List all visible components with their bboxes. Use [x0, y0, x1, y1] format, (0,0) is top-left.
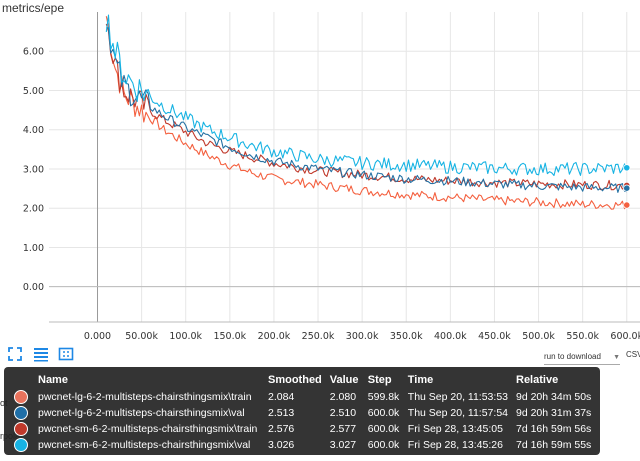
row-smoothed: 2.513	[268, 407, 295, 419]
y-tick-label: 2.00	[23, 204, 44, 215]
chart-title: metrics/epe	[2, 1, 65, 15]
x-tick-label: 300.0k	[346, 331, 379, 342]
row-step: 599.8k	[367, 391, 400, 403]
series-line	[105, 23, 628, 191]
line-chart[interactable]: 0.00 1.00 2.00 3.00 4.00 5.00 6.00 0.000 50.00k 1…	[0, 0, 640, 345]
header-name: Name	[38, 374, 68, 386]
row-time: Fri Sep 28, 13:45:26	[407, 439, 503, 451]
series-color-swatch	[14, 390, 28, 404]
row-time: Thu Sep 20, 11:57:54	[407, 407, 508, 419]
x-tick-label: 500.0k	[522, 331, 555, 342]
row-smoothed: 3.026	[268, 439, 295, 451]
header-value: Value	[329, 374, 359, 386]
x-tick-label: 450.0k	[478, 331, 511, 342]
row-name: pwcnet-lg-6-2-multisteps-chairsthingsmix…	[38, 391, 252, 403]
run-download-label: run to download	[544, 352, 601, 361]
chart-tooltip: Name Smoothed Value Step Time Relative p…	[4, 367, 600, 455]
series-endpoint	[623, 184, 631, 192]
row-smoothed: 2.576	[268, 423, 295, 435]
row-name: pwcnet-sm-6-2-multisteps-chairsthingsmix…	[38, 439, 251, 451]
tooltip-row: pwcnet-lg-6-2-multisteps-chairsthingsmix…	[10, 405, 595, 421]
chart-series	[105, 14, 628, 210]
chart-endpoints	[623, 164, 631, 209]
row-value: 3.027	[329, 439, 357, 451]
row-relative: 7d 16h 59m 56s	[516, 423, 592, 435]
row-name: pwcnet-lg-6-2-multisteps-chairsthingsmix…	[38, 407, 245, 419]
row-time: Thu Sep 20, 11:53:53	[407, 391, 508, 403]
x-tick-label: 550.0k	[566, 331, 599, 342]
header-step: Step	[367, 374, 392, 386]
series-color-swatch	[14, 406, 28, 420]
row-step: 600.0k	[367, 407, 400, 419]
y-tick-label: 5.00	[23, 86, 44, 97]
series-line	[105, 16, 628, 210]
row-name: pwcnet-sm-6-2-multisteps-chairsthingsmix…	[38, 423, 258, 435]
header-smoothed: Smoothed	[268, 374, 322, 386]
tooltip-table: Name Smoothed Value Step Time Relative p…	[10, 372, 595, 453]
tooltip-row: pwcnet-sm-6-2-multisteps-chairsthingsmix…	[10, 437, 595, 453]
row-value: 2.577	[329, 423, 357, 435]
row-value: 2.510	[329, 407, 357, 419]
occluded-text-fragment: ot	[0, 398, 8, 408]
row-step: 600.0k	[367, 439, 400, 451]
chevron-down-icon: ▼	[613, 354, 620, 361]
row-relative: 7d 16h 59m 55s	[516, 439, 592, 451]
csv-link[interactable]: CSV	[626, 350, 640, 359]
fullscreen-icon[interactable]	[6, 345, 24, 363]
x-tick-label: 250.0k	[302, 331, 335, 342]
row-step: 600.0k	[367, 423, 400, 435]
x-tick-label: 350.0k	[390, 331, 423, 342]
series-color-swatch	[14, 438, 28, 452]
y-tick-label: 6.00	[23, 47, 44, 58]
series-endpoint	[623, 201, 631, 209]
row-time: Fri Sep 28, 13:45:05	[407, 423, 503, 435]
menu-lines-icon[interactable]	[32, 345, 50, 363]
tooltip-row: pwcnet-lg-6-2-multisteps-chairsthingsmix…	[10, 389, 595, 405]
x-tick-label: 0.000	[84, 331, 111, 342]
series-endpoint	[623, 164, 631, 172]
fit-domain-icon[interactable]	[57, 345, 75, 363]
run-download-select[interactable]: run to download ▼	[544, 352, 620, 365]
tooltip-row: pwcnet-sm-6-2-multisteps-chairsthingsmix…	[10, 421, 595, 437]
chart-tick-labels: 0.00 1.00 2.00 3.00 4.00 5.00 6.00 0.000 50.00k 1…	[23, 47, 640, 342]
x-tick-label: 600.0k	[610, 331, 640, 342]
chart-axes	[49, 12, 640, 323]
header-time: Time	[407, 374, 434, 386]
header-relative: Relative	[516, 374, 559, 386]
chart-grid	[49, 12, 640, 322]
x-tick-label: 200.0k	[258, 331, 291, 342]
row-smoothed: 2.084	[268, 391, 295, 403]
series-color-swatch	[14, 422, 28, 436]
x-tick-label: 50.00k	[125, 331, 158, 342]
y-tick-label: 4.00	[23, 125, 44, 136]
x-tick-label: 400.0k	[434, 331, 467, 342]
row-relative: 9d 20h 31m 37s	[516, 407, 592, 419]
tooltip-header-row: Name Smoothed Value Step Time Relative	[10, 372, 595, 389]
y-tick-label: 1.00	[23, 243, 44, 254]
y-tick-label: 3.00	[23, 164, 44, 175]
series-line	[106, 27, 627, 193]
row-value: 2.080	[329, 391, 357, 403]
y-tick-label: 0.00	[23, 282, 44, 293]
x-tick-label: 150.0k	[213, 331, 246, 342]
row-relative: 9d 20h 34m 50s	[516, 391, 592, 403]
x-tick-label: 100.0k	[169, 331, 202, 342]
series-line	[105, 14, 628, 177]
